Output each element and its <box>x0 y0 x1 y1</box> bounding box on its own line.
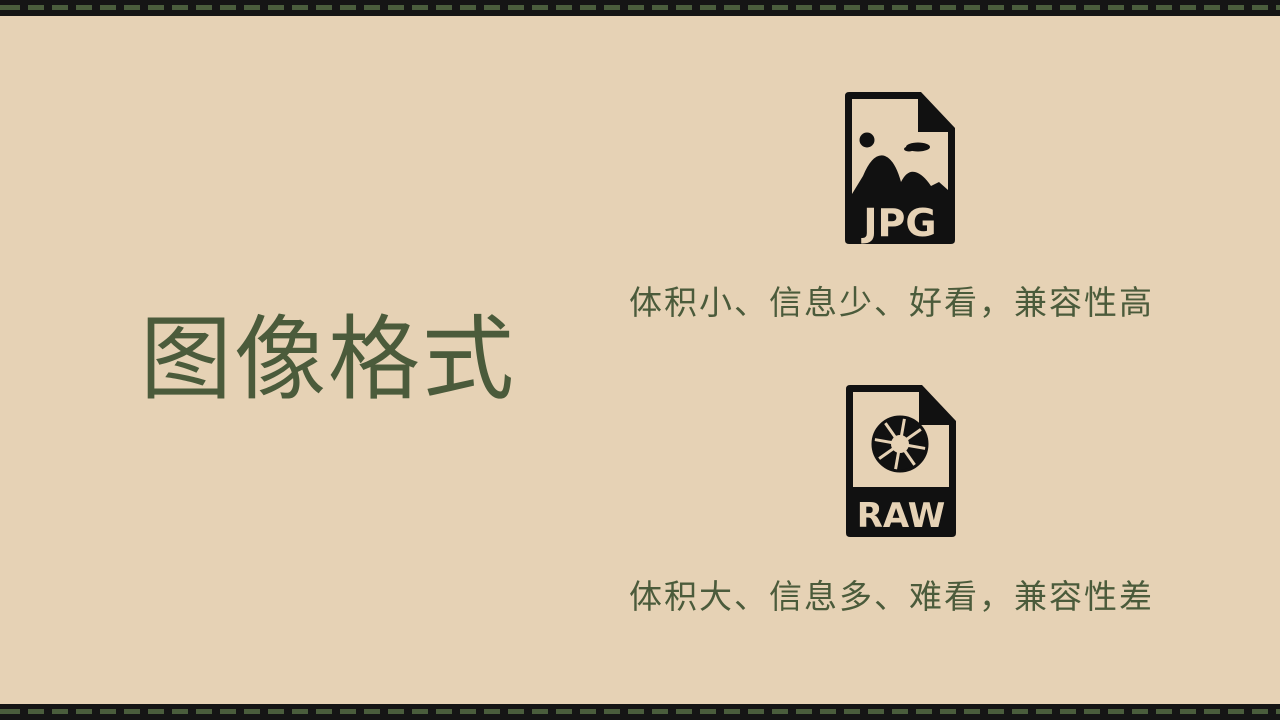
raw-file-icon: RAW <box>844 383 958 539</box>
jpg-caption: 体积小、信息少、好看，兼容性高 <box>629 283 1154 322</box>
film-perforations-top <box>0 5 1280 10</box>
raw-caption: 体积大、信息多、难看，兼容性差 <box>629 577 1154 616</box>
film-perforations-bottom <box>0 709 1280 714</box>
film-strip-top-border <box>0 0 1280 16</box>
page-title: 图像格式 <box>140 306 517 413</box>
jpg-file-icon: JPG <box>843 90 957 246</box>
raw-icon-label: RAW <box>857 496 945 536</box>
film-strip-bottom-border <box>0 704 1280 720</box>
jpg-icon-label: JPG <box>860 201 936 245</box>
aperture-icon <box>871 415 929 473</box>
